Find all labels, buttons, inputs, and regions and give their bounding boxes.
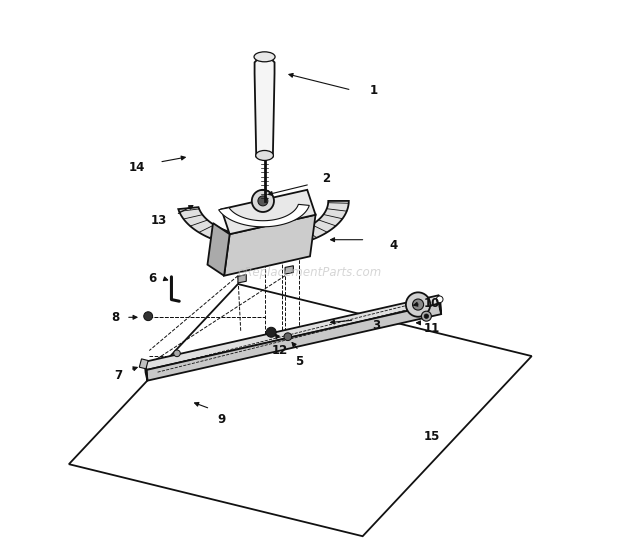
Polygon shape: [285, 266, 293, 274]
Text: 9: 9: [217, 413, 226, 426]
Circle shape: [252, 190, 274, 212]
Text: 6: 6: [148, 272, 156, 285]
Text: 3: 3: [373, 319, 381, 332]
Text: 13: 13: [151, 214, 167, 227]
Text: 11: 11: [424, 322, 440, 335]
Circle shape: [412, 299, 423, 310]
Text: 4: 4: [389, 239, 397, 252]
Circle shape: [174, 350, 180, 356]
Circle shape: [436, 296, 443, 302]
Ellipse shape: [255, 150, 273, 160]
Circle shape: [258, 196, 268, 206]
Polygon shape: [224, 215, 316, 276]
Text: 12: 12: [272, 344, 288, 357]
Text: 5: 5: [294, 355, 303, 368]
Text: 14: 14: [129, 161, 145, 174]
Text: 10: 10: [424, 297, 440, 310]
Circle shape: [284, 333, 292, 340]
Polygon shape: [238, 275, 246, 283]
Ellipse shape: [254, 52, 275, 62]
Text: 1: 1: [370, 84, 378, 96]
Circle shape: [424, 314, 428, 319]
Text: 7: 7: [115, 369, 123, 382]
Polygon shape: [208, 223, 229, 276]
Text: eReplacementParts.com: eReplacementParts.com: [238, 266, 382, 280]
Circle shape: [406, 292, 430, 317]
Text: 2: 2: [322, 172, 330, 185]
Circle shape: [422, 311, 432, 321]
Polygon shape: [221, 190, 316, 234]
Polygon shape: [144, 295, 440, 370]
Text: 15: 15: [423, 430, 440, 443]
Polygon shape: [179, 201, 349, 248]
Polygon shape: [144, 362, 148, 380]
Text: 8: 8: [111, 311, 119, 324]
Polygon shape: [438, 295, 441, 314]
Polygon shape: [146, 304, 441, 380]
Polygon shape: [255, 57, 275, 157]
Circle shape: [144, 312, 153, 321]
Circle shape: [266, 328, 276, 337]
Polygon shape: [140, 359, 148, 369]
Polygon shape: [219, 204, 309, 227]
